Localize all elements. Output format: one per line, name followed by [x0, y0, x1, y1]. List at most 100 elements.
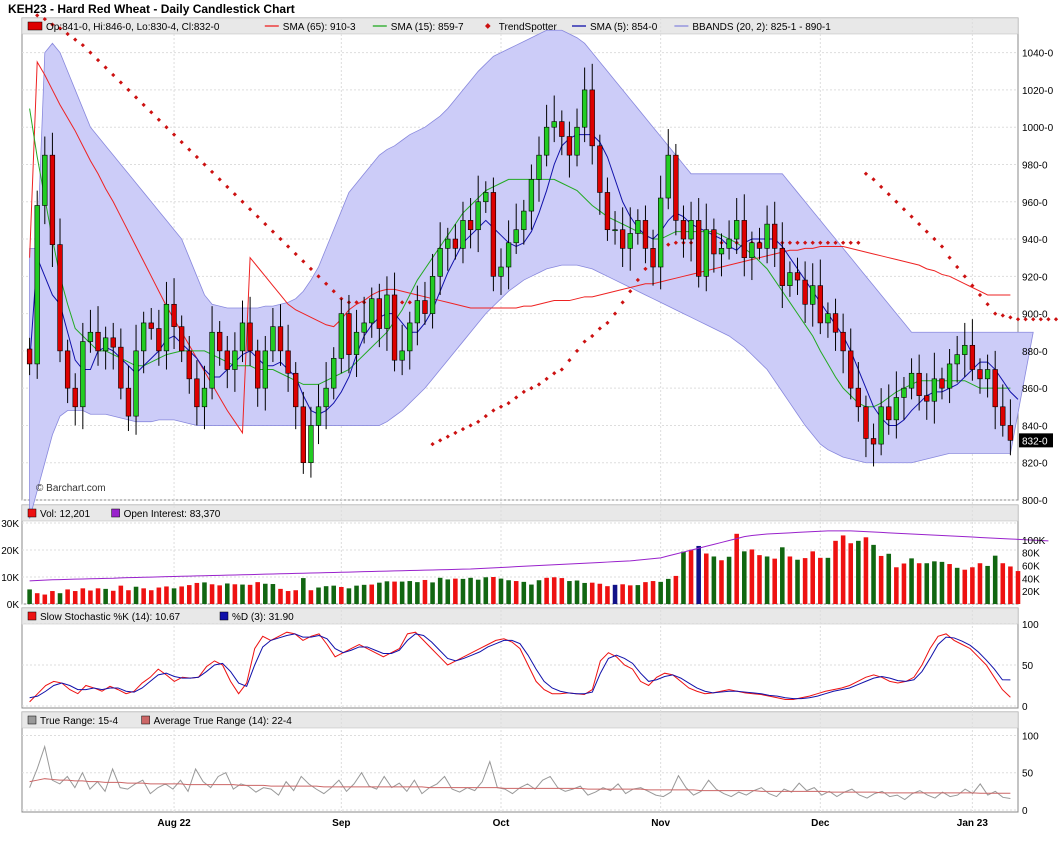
volume-bar: [521, 581, 527, 604]
volume-bar: [681, 551, 686, 604]
volume-bar: [285, 591, 291, 604]
candle-body: [916, 372, 922, 396]
d-line: [29, 633, 1011, 700]
candle: [57, 218, 63, 363]
volume-bar: [179, 586, 184, 604]
candle: [726, 220, 732, 260]
candle: [848, 328, 854, 400]
candle: [323, 362, 329, 430]
candle: [787, 261, 793, 297]
legend-label: SMA (5): 854-0: [590, 22, 658, 33]
candle-body: [140, 322, 147, 352]
trendspotter-point: [612, 311, 618, 316]
volume-bar: [627, 585, 633, 604]
y-tick-label: 980-0: [1022, 160, 1048, 171]
price-panel[interactable]: [26, 13, 1060, 519]
volume-bar: [118, 585, 124, 604]
candle: [597, 134, 603, 215]
candle-body: [619, 229, 626, 249]
volume-bar: [749, 549, 755, 604]
candle: [521, 199, 527, 245]
candle-body: [498, 266, 504, 277]
legend-item-sma15: SMA (15): 859-7: [372, 22, 464, 33]
trendspotter-point: [400, 300, 405, 305]
candle-body: [962, 344, 968, 355]
candle: [331, 347, 337, 400]
candle: [992, 350, 998, 430]
candle-body: [239, 322, 246, 352]
y-tick-label: 50: [1022, 769, 1034, 780]
legend-swatch: [27, 715, 37, 725]
candle-body: [680, 220, 687, 240]
candle: [741, 194, 747, 277]
candle-body: [802, 279, 808, 305]
candle: [635, 209, 641, 245]
trendspotter-point: [917, 222, 922, 227]
trendspotter-point: [133, 95, 139, 100]
candle: [604, 177, 611, 241]
candle: [840, 313, 846, 374]
candle-body: [171, 303, 177, 327]
candle-body: [566, 136, 573, 156]
candle-body: [794, 272, 801, 281]
candle: [49, 132, 56, 267]
volume-bar: [818, 557, 823, 604]
candle: [42, 136, 48, 225]
y-tick-label: 940-0: [1022, 235, 1048, 246]
candle: [696, 198, 702, 288]
legend-label: Slow Stochastic %K (14): 10.67: [40, 612, 181, 623]
y-tick-label: 820-0: [1022, 459, 1048, 470]
candle-body: [452, 238, 459, 249]
trendspotter-point: [529, 386, 534, 391]
y-tick-label: 100: [1022, 620, 1039, 631]
candle: [772, 201, 778, 267]
candle: [680, 205, 687, 258]
trendspotter-point: [673, 240, 678, 245]
candle: [34, 190, 40, 379]
candle: [756, 227, 763, 260]
true-range-panel[interactable]: [29, 744, 1011, 801]
volume-bar: [780, 547, 785, 604]
candle-body: [756, 242, 763, 249]
trendspotter-point: [544, 376, 549, 381]
volume-panel[interactable]: [27, 530, 1049, 604]
candle-body: [521, 210, 527, 231]
legend-item-sma65: SMA (65): 910-3: [264, 22, 356, 33]
volume-bar: [916, 563, 922, 604]
volume-bar: [263, 583, 268, 604]
candle-body: [741, 220, 747, 258]
candle: [878, 388, 884, 456]
volume-bar: [95, 588, 101, 604]
x-tick-label: Jan 23: [957, 818, 989, 829]
candle: [140, 311, 147, 374]
candle-body: [163, 303, 170, 352]
candle: [270, 308, 276, 363]
trendspotter-point: [590, 333, 595, 339]
candle: [308, 406, 314, 478]
volume-bar: [620, 584, 625, 604]
candle: [475, 175, 481, 253]
volume-bar: [513, 581, 519, 604]
candle: [232, 332, 238, 392]
legend-swatch: [219, 611, 229, 621]
volume-bar: [688, 549, 694, 604]
trendspotter-point: [354, 300, 359, 305]
trendspotter-point: [552, 371, 557, 376]
candle-body: [118, 346, 124, 389]
candle-body: [551, 121, 557, 128]
candle-body: [361, 322, 367, 333]
candle: [224, 335, 230, 389]
candle-body: [209, 331, 215, 389]
trendspotter-point: [308, 266, 314, 271]
y-tick-label-right: 40K: [1022, 574, 1040, 585]
stochastic-panel[interactable]: [29, 631, 1011, 703]
candle-body: [528, 179, 535, 212]
volume-bar: [719, 560, 724, 604]
candle-body: [300, 406, 306, 464]
candle-body: [437, 248, 443, 277]
legend-item-trend: TrendSpotter: [484, 22, 557, 33]
candle: [559, 110, 565, 156]
volume-bar: [88, 590, 93, 604]
candle-body: [194, 378, 200, 408]
